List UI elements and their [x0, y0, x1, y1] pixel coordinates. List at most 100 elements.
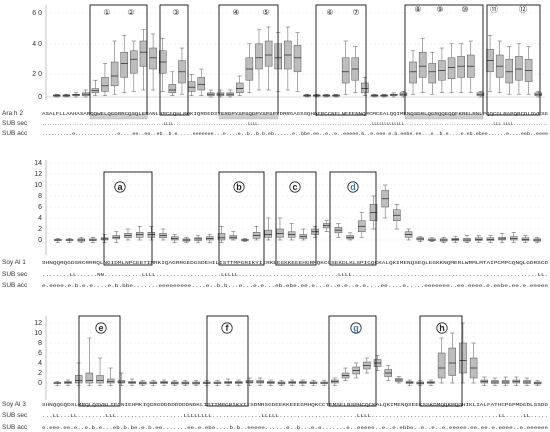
box [533, 380, 542, 386]
epitope-region-frame [315, 4, 367, 116]
box-iqr [264, 40, 273, 67]
region-label-circle [436, 322, 448, 334]
region-label-circle [95, 322, 107, 334]
box-iqr [106, 378, 115, 384]
box [459, 322, 467, 384]
box [106, 367, 115, 386]
box [117, 372, 126, 386]
region-label-circle [221, 322, 233, 334]
box [438, 47, 446, 94]
box-iqr [418, 51, 427, 78]
box [245, 43, 254, 94]
region-label: e [98, 323, 103, 333]
box [447, 43, 456, 94]
box [168, 71, 177, 96]
y-tick-label: 6 [38, 204, 42, 211]
box [158, 37, 167, 92]
box [100, 234, 109, 243]
sub-sec-label: SUB sec [2, 120, 28, 127]
region-label: ⑤ [262, 8, 269, 17]
box [213, 380, 222, 386]
box [241, 238, 249, 242]
region-label-circle [289, 181, 301, 193]
box [486, 35, 494, 92]
box [416, 236, 424, 242]
box [197, 68, 205, 96]
box [53, 381, 62, 386]
epitope-region-frame [103, 171, 153, 266]
box [427, 379, 435, 386]
box [147, 226, 156, 241]
box [384, 365, 392, 381]
box-iqr [130, 50, 138, 74]
box [332, 93, 340, 98]
box [256, 377, 264, 386]
box [524, 46, 533, 95]
region-label-circle [347, 181, 359, 193]
box-iqr [217, 233, 226, 241]
box [476, 91, 485, 98]
region-label-circle [350, 322, 362, 334]
box [245, 377, 254, 386]
box-iqr [235, 82, 244, 94]
box [112, 231, 121, 243]
box [486, 235, 495, 243]
box [89, 237, 97, 243]
secondary-structure-text: ........................................… [42, 121, 548, 127]
box [138, 380, 147, 386]
region-label-circle [114, 181, 126, 193]
y-tick-label: 6 0 [32, 10, 42, 17]
box [120, 35, 128, 94]
box [399, 91, 408, 98]
box [428, 51, 437, 95]
y-tick-label: 6 [38, 350, 42, 357]
panel-2: 0 2 4 6 8 10 12 14 a b c d Soy Al 1 SUB sec SUB acc SHN… [2, 160, 548, 289]
accessibility-text: e.eee.ee.e..e.b.e...eb.b.be.e.b.ee......… [42, 425, 548, 431]
box-iqr [264, 229, 273, 238]
y-tick-label: 8 [38, 193, 42, 200]
box [130, 40, 138, 92]
box [393, 204, 401, 230]
box [288, 379, 296, 386]
box [428, 237, 436, 242]
box [187, 74, 196, 96]
region-label: h [439, 323, 445, 333]
accessibility-text: ..........e..............e....ee..ee..eb… [42, 131, 548, 137]
box [523, 377, 531, 386]
box-iqr [139, 40, 148, 67]
box [358, 212, 366, 238]
box [322, 220, 331, 232]
box [346, 232, 354, 241]
box-iqr [361, 82, 369, 94]
box [505, 46, 514, 95]
secondary-structure-text: ...LL...LL........LLL...................… [42, 413, 548, 419]
box [216, 89, 225, 98]
y-tick-label: 4 0 [32, 41, 42, 48]
box [370, 93, 379, 98]
box [54, 238, 62, 243]
box [206, 234, 214, 243]
box [451, 235, 460, 243]
box [96, 357, 104, 386]
region-label: ⑦ [352, 8, 359, 17]
y-tick-label: 0 [38, 94, 42, 101]
box [139, 29, 148, 91]
protein-name-label: Ara h 2 [2, 110, 23, 117]
box [124, 228, 132, 241]
epitope-region-frame [89, 4, 148, 116]
box [501, 376, 510, 386]
box-iqr [447, 57, 456, 80]
region-label: a [117, 182, 123, 192]
box [235, 75, 244, 96]
region-label: ① [103, 8, 110, 17]
box [64, 379, 72, 386]
box-iqr [120, 51, 128, 78]
box [276, 217, 284, 241]
box-iqr [293, 44, 302, 73]
box [264, 26, 273, 91]
y-tick-label: 0 [38, 380, 42, 387]
box [53, 93, 61, 98]
box [320, 380, 328, 386]
box [149, 33, 157, 91]
box [510, 232, 518, 243]
